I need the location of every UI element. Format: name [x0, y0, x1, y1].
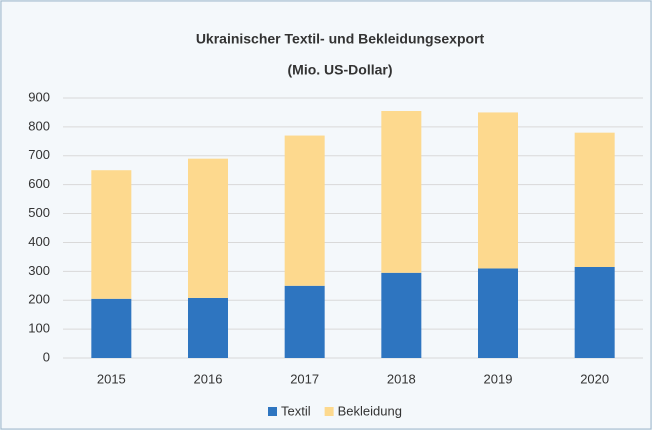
- legend-swatch: [268, 407, 277, 416]
- y-tick-label: 500: [28, 205, 50, 220]
- bar-segment: [478, 112, 518, 269]
- bar-segment: [284, 285, 325, 358]
- y-tick-label: 200: [28, 292, 50, 307]
- y-tick-label: 800: [28, 118, 50, 133]
- bar-segment: [574, 132, 615, 267]
- x-tick-label: 2018: [387, 371, 416, 386]
- bar-segment: [188, 297, 228, 358]
- legend-label: Textil: [281, 403, 311, 418]
- bar-segment: [91, 298, 132, 358]
- chart-subtitle: (Mio. US-Dollar): [288, 62, 393, 78]
- bar-segment: [381, 272, 422, 358]
- x-tick-label: 2016: [194, 371, 223, 386]
- x-tick-label: 2017: [290, 371, 319, 386]
- bar-segment: [188, 158, 228, 298]
- bar-segment: [91, 170, 132, 299]
- legend-label: Bekleidung: [338, 403, 402, 418]
- chart-title: Ukrainischer Textil- und Bekleidungsexpo…: [196, 31, 485, 47]
- y-tick-label: 300: [28, 263, 50, 278]
- y-tick-label: 400: [28, 234, 50, 249]
- y-tick-label: 900: [28, 89, 50, 104]
- y-tick-label: 600: [28, 176, 50, 191]
- x-tick-label: 2015: [97, 371, 126, 386]
- bar-segment: [381, 111, 422, 273]
- bar-segment: [574, 267, 615, 358]
- y-tick-label: 700: [28, 147, 50, 162]
- y-tick-label: 100: [28, 321, 50, 336]
- x-tick-label: 2020: [580, 371, 609, 386]
- y-tick-label: 0: [43, 349, 50, 364]
- legend-swatch: [324, 407, 334, 416]
- x-tick-label: 2019: [484, 371, 513, 386]
- bar-segment: [478, 268, 518, 358]
- bar-segment: [284, 135, 325, 286]
